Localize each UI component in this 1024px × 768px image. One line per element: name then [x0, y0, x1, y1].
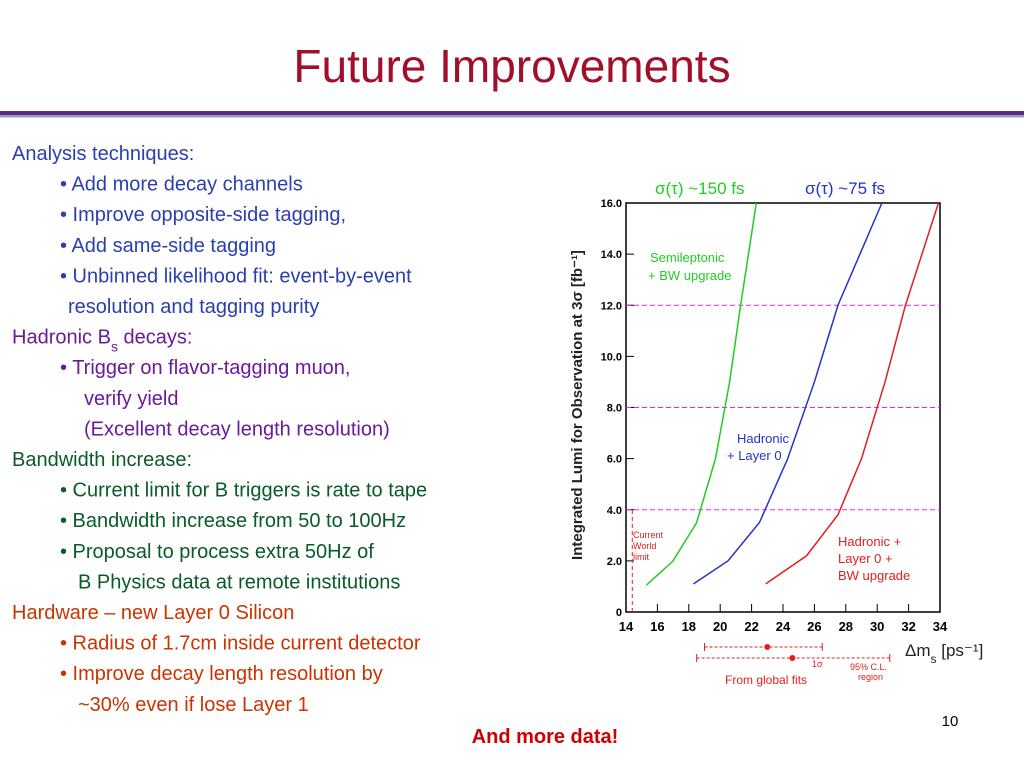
annotation: BW upgrade: [838, 568, 910, 583]
x-tick-label: 34: [933, 619, 948, 634]
annotation: + Layer 0: [727, 448, 782, 463]
section-heading: Hardware – new Layer 0 Silicon: [12, 602, 294, 624]
text-part: [ps⁻¹]: [937, 641, 984, 660]
annotation: + BW upgrade: [648, 268, 731, 283]
bullet-line: • Bandwidth increase from 50 to 100Hz: [60, 510, 406, 532]
annotation: World: [633, 541, 656, 551]
bullet-line: • Current limit for B triggers is rate t…: [60, 480, 427, 502]
text-part: Analysis techniques:: [12, 143, 194, 165]
annotation: 1σ: [812, 659, 823, 669]
page-number: 10: [942, 713, 959, 730]
bullet-line: • Improve opposite-side tagging,: [60, 204, 346, 226]
x-tick-label: 16: [650, 619, 664, 634]
x-tick-label: 26: [807, 619, 821, 634]
bullet-line: resolution and tagging purity: [68, 296, 319, 318]
annotation: Layer 0 +: [838, 551, 893, 566]
y-tick-label: 8.0: [607, 403, 622, 415]
text-part: decays:: [118, 327, 192, 349]
y-axis-label: Integrated Lumi for Observation at 3σ [f…: [569, 250, 586, 560]
curve: [765, 202, 940, 585]
x-tick-label: 30: [870, 619, 884, 634]
bullet-line: • Add same-side tagging: [60, 235, 276, 257]
slide-title: Future Improvements: [293, 40, 730, 92]
annotation: Semileptonic: [650, 250, 725, 265]
text-part: Δm: [905, 641, 931, 660]
bullet-line: • Add more decay channels: [60, 174, 303, 196]
subscript: s: [111, 339, 118, 355]
annotation: From global fits: [725, 673, 807, 687]
section-heading: Analysis techniques:: [12, 143, 194, 165]
bullet-line: verify yield: [84, 388, 178, 410]
bullet-line: ~30% even if lose Layer 1: [78, 694, 309, 716]
footer: And more data!: [472, 726, 619, 748]
y-tick-label: 16.0: [601, 198, 622, 210]
text-part: Hardware – new Layer 0 Silicon: [12, 602, 294, 624]
annotation: limit: [633, 552, 649, 562]
bullet-line: • Improve decay length resolution by: [60, 663, 383, 685]
fit-point: [789, 655, 796, 661]
annotation: region: [858, 672, 883, 682]
annotation: σ(τ) ~75 fs: [805, 179, 885, 198]
x-tick-label: 28: [839, 619, 853, 634]
text-part: Bandwidth increase:: [12, 449, 192, 471]
x-tick-label: 20: [713, 619, 727, 634]
bullet-line: (Excellent decay length resolution): [84, 418, 390, 440]
annotation: Hadronic +: [838, 534, 901, 549]
bullet-line: • Unbinned likelihood fit: event-by-even…: [60, 265, 412, 287]
curve: [645, 202, 758, 586]
bullet-line: • Proposal to process extra 50Hz of: [60, 541, 374, 563]
annotation: σ(τ) ~150 fs: [655, 179, 745, 198]
bullet-line: • Trigger on flavor-tagging muon,: [60, 357, 351, 379]
x-axis-label: Δms [ps⁻¹]: [905, 641, 983, 666]
bullet-line: B Physics data at remote institutions: [78, 571, 400, 593]
text-part: Hadronic B: [12, 327, 111, 349]
y-tick-label: 14.0: [601, 249, 622, 261]
x-tick-label: 14: [619, 619, 634, 634]
y-tick-label: 2.0: [607, 556, 622, 568]
y-tick-label: 0: [616, 607, 622, 619]
annotation: Hadronic: [737, 431, 790, 446]
section-heading: Hadronic Bs decays:: [12, 327, 192, 355]
subscript: s: [931, 652, 937, 666]
x-tick-label: 32: [901, 619, 915, 634]
x-tick-label: 22: [744, 619, 758, 634]
y-tick-label: 6.0: [607, 454, 622, 466]
annotation: Current: [633, 530, 664, 540]
x-tick-label: 24: [776, 619, 791, 634]
y-tick-label: 4.0: [607, 505, 622, 517]
annotation: 95% C.L.: [850, 662, 887, 672]
x-tick-label: 18: [682, 619, 696, 634]
fit-point: [764, 644, 771, 650]
y-tick-label: 12.0: [601, 300, 622, 312]
section-heading: Bandwidth increase:: [12, 449, 192, 471]
y-tick-label: 10.0: [601, 351, 622, 363]
bullet-line: • Radius of 1.7cm inside current detecto…: [60, 633, 421, 655]
curve: [693, 202, 883, 585]
